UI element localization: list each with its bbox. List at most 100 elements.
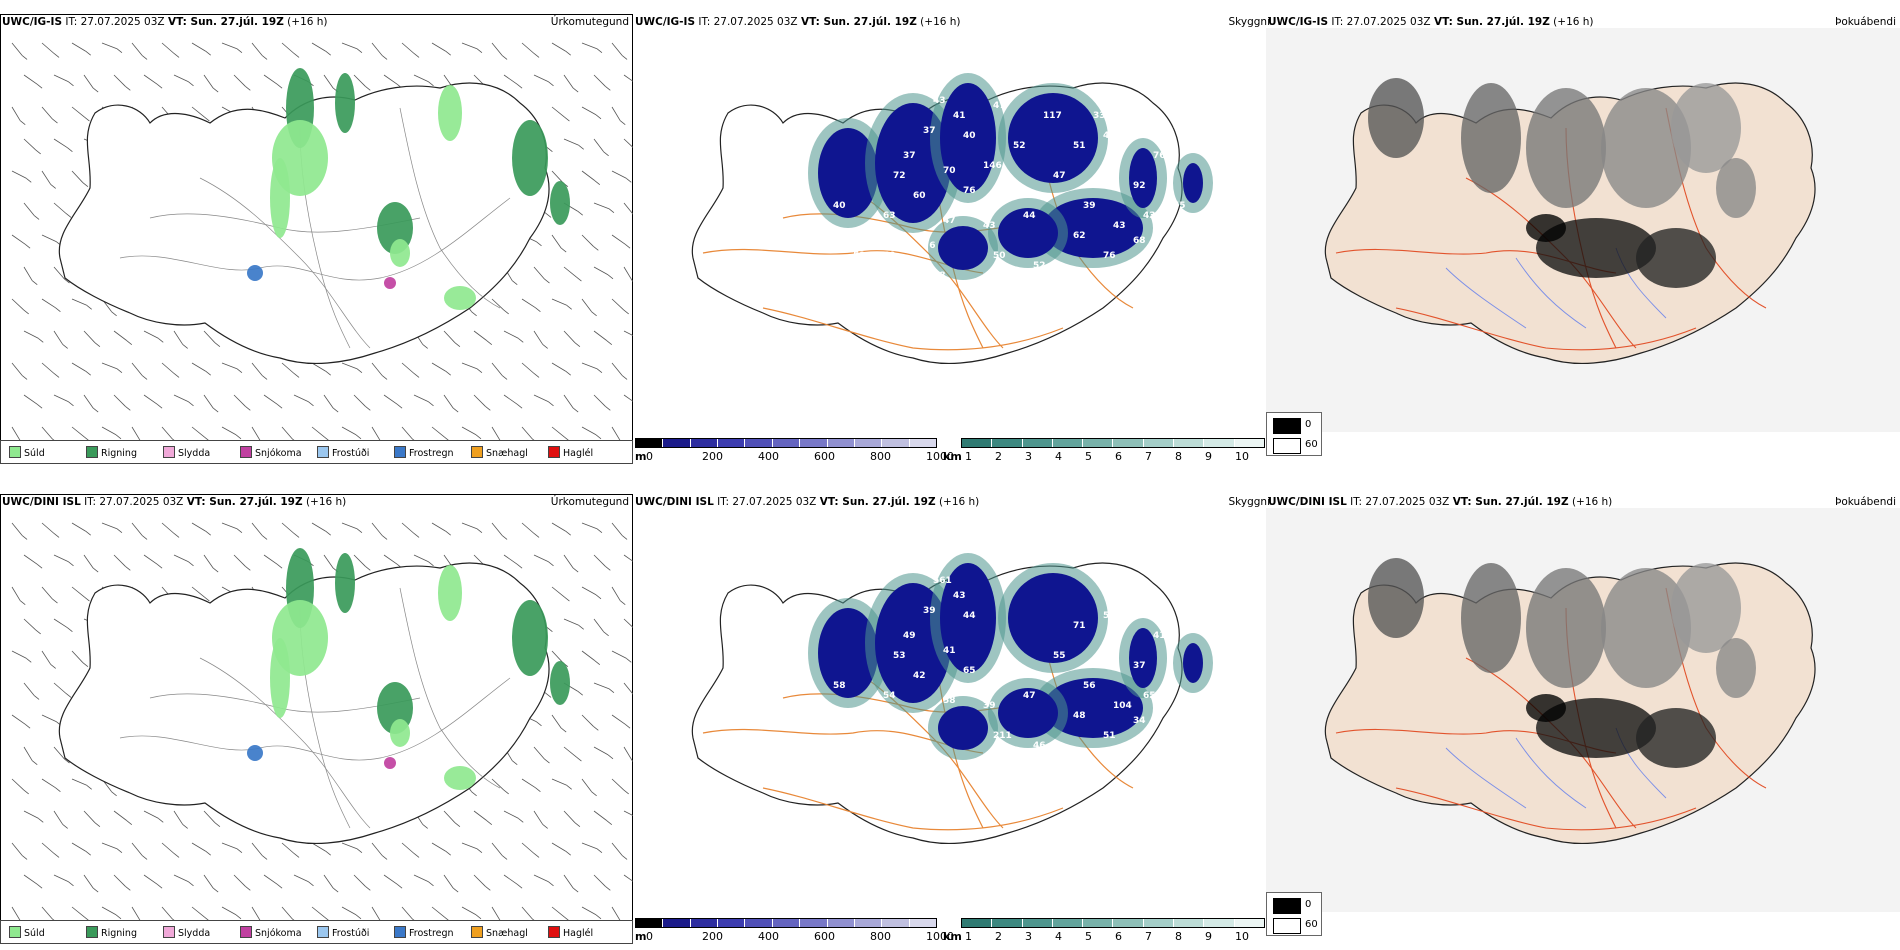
wind-barb xyxy=(23,74,38,85)
wind-barb xyxy=(521,298,536,309)
wind-barb-flag xyxy=(608,688,615,694)
wind-barb xyxy=(521,906,533,920)
wind-barb xyxy=(11,906,21,921)
tick-label: 10 xyxy=(1235,450,1249,463)
wind-barb-flag xyxy=(572,87,579,93)
wind-barb-flag xyxy=(413,853,420,858)
wind-barb-flag xyxy=(501,375,508,380)
wind-barb-flag xyxy=(261,855,268,860)
wind-barb xyxy=(11,106,21,121)
cloud-base-value: 62 xyxy=(1073,231,1086,241)
wind-barb-flag xyxy=(533,533,540,538)
wind-barb xyxy=(101,362,118,370)
wind-barb xyxy=(551,298,567,306)
cloud-base-area xyxy=(1183,163,1203,203)
legend-item: Slydda xyxy=(163,926,210,939)
wind-barb xyxy=(251,42,263,56)
wind-barb xyxy=(113,874,126,887)
fog-area xyxy=(1526,88,1606,208)
wind-barb xyxy=(371,362,383,376)
cloud-base-value: 53 xyxy=(1193,111,1206,121)
wind-barb xyxy=(23,202,35,216)
legend-item: Frostregn xyxy=(394,926,454,939)
precip-area xyxy=(438,85,462,141)
wind-barb-flag xyxy=(476,528,483,534)
cloud-base-area xyxy=(1008,93,1098,183)
wind-barb xyxy=(593,682,610,690)
wind-barb-flag xyxy=(245,86,251,91)
wind-barb-flag xyxy=(212,887,219,893)
wind-barb xyxy=(281,362,295,374)
legend-item: Frostregn xyxy=(394,446,454,459)
wind-barb-flag xyxy=(591,311,597,317)
colorbar-cell xyxy=(1204,439,1235,447)
wind-barb xyxy=(281,426,293,440)
fog-area xyxy=(1716,638,1756,698)
wind-barb xyxy=(443,394,454,409)
colorbar-cell xyxy=(718,919,746,927)
wind-barb-flag xyxy=(381,375,388,380)
wind-barb-flag xyxy=(486,820,493,825)
cloud-base-value: 72 xyxy=(893,171,906,181)
wind-barb-flag xyxy=(85,530,91,536)
wind-barb-flag xyxy=(564,596,570,602)
wind-barb xyxy=(143,554,158,565)
wind-barb-flag xyxy=(116,368,123,374)
wind-barb-flag xyxy=(511,760,518,766)
wind-barb xyxy=(41,170,52,185)
wind-barb-flag xyxy=(565,50,571,56)
cloud-base-value: 70 xyxy=(943,166,956,176)
cloud-base-area xyxy=(940,563,996,673)
wind-barb xyxy=(491,778,504,791)
wind-barb xyxy=(371,522,383,536)
cloud-base-value: 58 xyxy=(943,696,956,706)
wind-barb xyxy=(53,874,69,883)
wind-barb xyxy=(581,42,598,50)
wind-barb-flag xyxy=(548,401,554,407)
wind-barb xyxy=(71,42,86,52)
wind-barb xyxy=(611,906,621,921)
cloud-base-value: 43 xyxy=(933,96,946,106)
wind-barb-flag xyxy=(595,114,602,120)
wind-barb xyxy=(131,842,143,856)
wind-barb xyxy=(53,74,69,83)
wind-barb xyxy=(131,362,143,376)
wind-barb xyxy=(611,42,623,56)
wind-barb xyxy=(53,266,65,280)
wind-barb xyxy=(461,522,478,530)
wind-barb-flag xyxy=(577,210,583,216)
wind-barb xyxy=(53,682,67,694)
wind-barb-flag xyxy=(565,530,571,536)
tick-label: 600 xyxy=(814,930,835,943)
wind-barb xyxy=(83,874,94,889)
wind-barb-flag xyxy=(92,567,99,573)
legend-item: Frostúði xyxy=(317,926,369,939)
wind-barb xyxy=(623,746,633,761)
colorbar-cell xyxy=(800,919,828,927)
wind-barb-flag xyxy=(21,55,28,60)
wind-barb xyxy=(611,650,627,659)
colorbar-cell xyxy=(745,919,773,927)
wind-barb-flag xyxy=(619,600,626,606)
wind-barb xyxy=(383,874,398,885)
wind-barb xyxy=(623,554,633,562)
wind-barb-flag xyxy=(355,434,362,440)
wind-barb xyxy=(581,170,596,181)
fog-legend: 0 60 xyxy=(1266,892,1322,936)
wind-barb xyxy=(581,906,597,916)
legend-label: Haglél xyxy=(563,928,594,939)
wind-barb xyxy=(611,170,627,179)
fog-area xyxy=(1636,708,1716,768)
wind-barb-flag xyxy=(454,342,461,348)
cloud-base-value: 50 xyxy=(993,251,1006,261)
wind-barb xyxy=(251,426,261,441)
wind-barb-flag xyxy=(608,208,615,214)
wind-barb-flag xyxy=(188,561,194,567)
wind-barb-flag xyxy=(595,594,602,600)
wind-barb xyxy=(41,586,53,600)
colorbar-cell xyxy=(962,919,993,927)
wind-barb xyxy=(431,906,445,918)
legend-swatch xyxy=(9,446,21,458)
wind-barb-flag xyxy=(308,881,314,887)
